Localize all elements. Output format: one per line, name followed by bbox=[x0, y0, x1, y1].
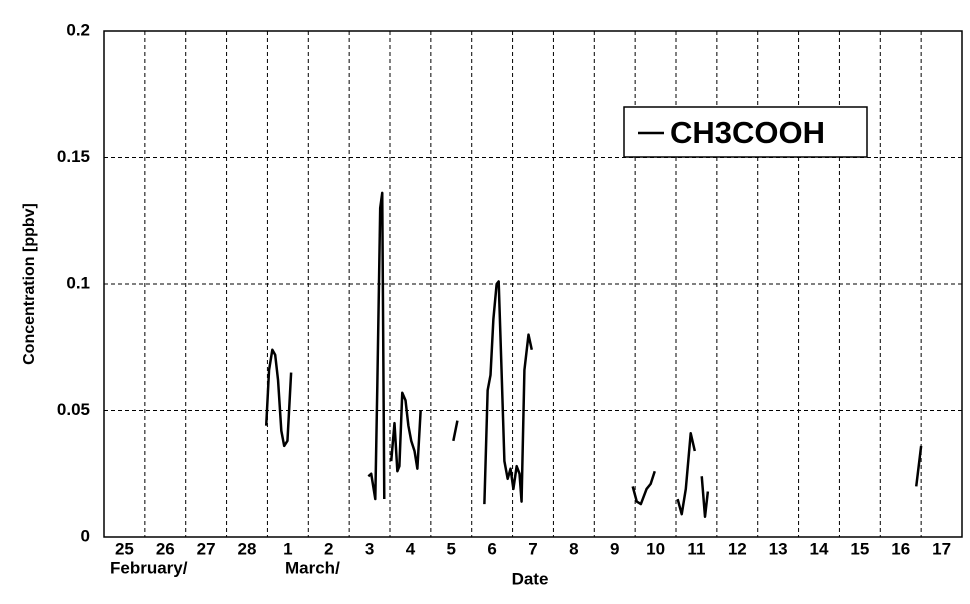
x-tick-label: 25 bbox=[115, 539, 134, 558]
x-tick-label: 16 bbox=[891, 539, 910, 558]
month-label: February/ bbox=[110, 558, 188, 577]
x-tick-label: 28 bbox=[238, 539, 257, 558]
data-line bbox=[264, 191, 923, 519]
x-tick-label: 15 bbox=[850, 539, 869, 558]
x-tick-label: 27 bbox=[197, 539, 216, 558]
y-tick-label: 0.2 bbox=[66, 20, 90, 39]
x-tick-label: 10 bbox=[646, 539, 665, 558]
x-tick-label: 11 bbox=[687, 539, 705, 558]
x-tick-label: 17 bbox=[932, 539, 951, 558]
plot-frame bbox=[103, 30, 963, 538]
month-label: March/ bbox=[285, 558, 340, 577]
x-tick-label: 13 bbox=[769, 539, 788, 558]
x-tick-label: 7 bbox=[528, 539, 537, 558]
y-tick-label: 0.1 bbox=[66, 273, 90, 292]
x-tick-label: 8 bbox=[569, 539, 578, 558]
x-tick-label: 12 bbox=[728, 539, 747, 558]
legend-box bbox=[623, 106, 868, 158]
legend-label: CH3COOH bbox=[670, 115, 825, 150]
y-tick-label: 0.15 bbox=[57, 147, 90, 166]
x-tick-label: 1 bbox=[283, 539, 292, 558]
x-tick-label: 14 bbox=[810, 539, 829, 558]
x-tick-label: 9 bbox=[610, 539, 619, 558]
x-tick-label: 4 bbox=[406, 539, 416, 558]
x-tick-label: 26 bbox=[156, 539, 175, 558]
x-tick-label: 5 bbox=[447, 539, 456, 558]
y-axis-label: Concentration [ppbv] bbox=[21, 203, 38, 365]
x-tick-label: 6 bbox=[487, 539, 496, 558]
y-tick-label: 0.05 bbox=[57, 400, 90, 419]
y-tick-label: 0 bbox=[81, 526, 90, 545]
x-tick-label: 2 bbox=[324, 539, 333, 558]
x-axis-label: Date bbox=[512, 569, 549, 588]
x-tick-label: 3 bbox=[365, 539, 374, 558]
